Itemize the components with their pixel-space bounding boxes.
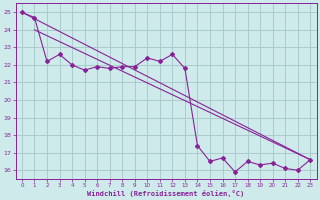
X-axis label: Windchill (Refroidissement éolien,°C): Windchill (Refroidissement éolien,°C) xyxy=(87,190,245,197)
